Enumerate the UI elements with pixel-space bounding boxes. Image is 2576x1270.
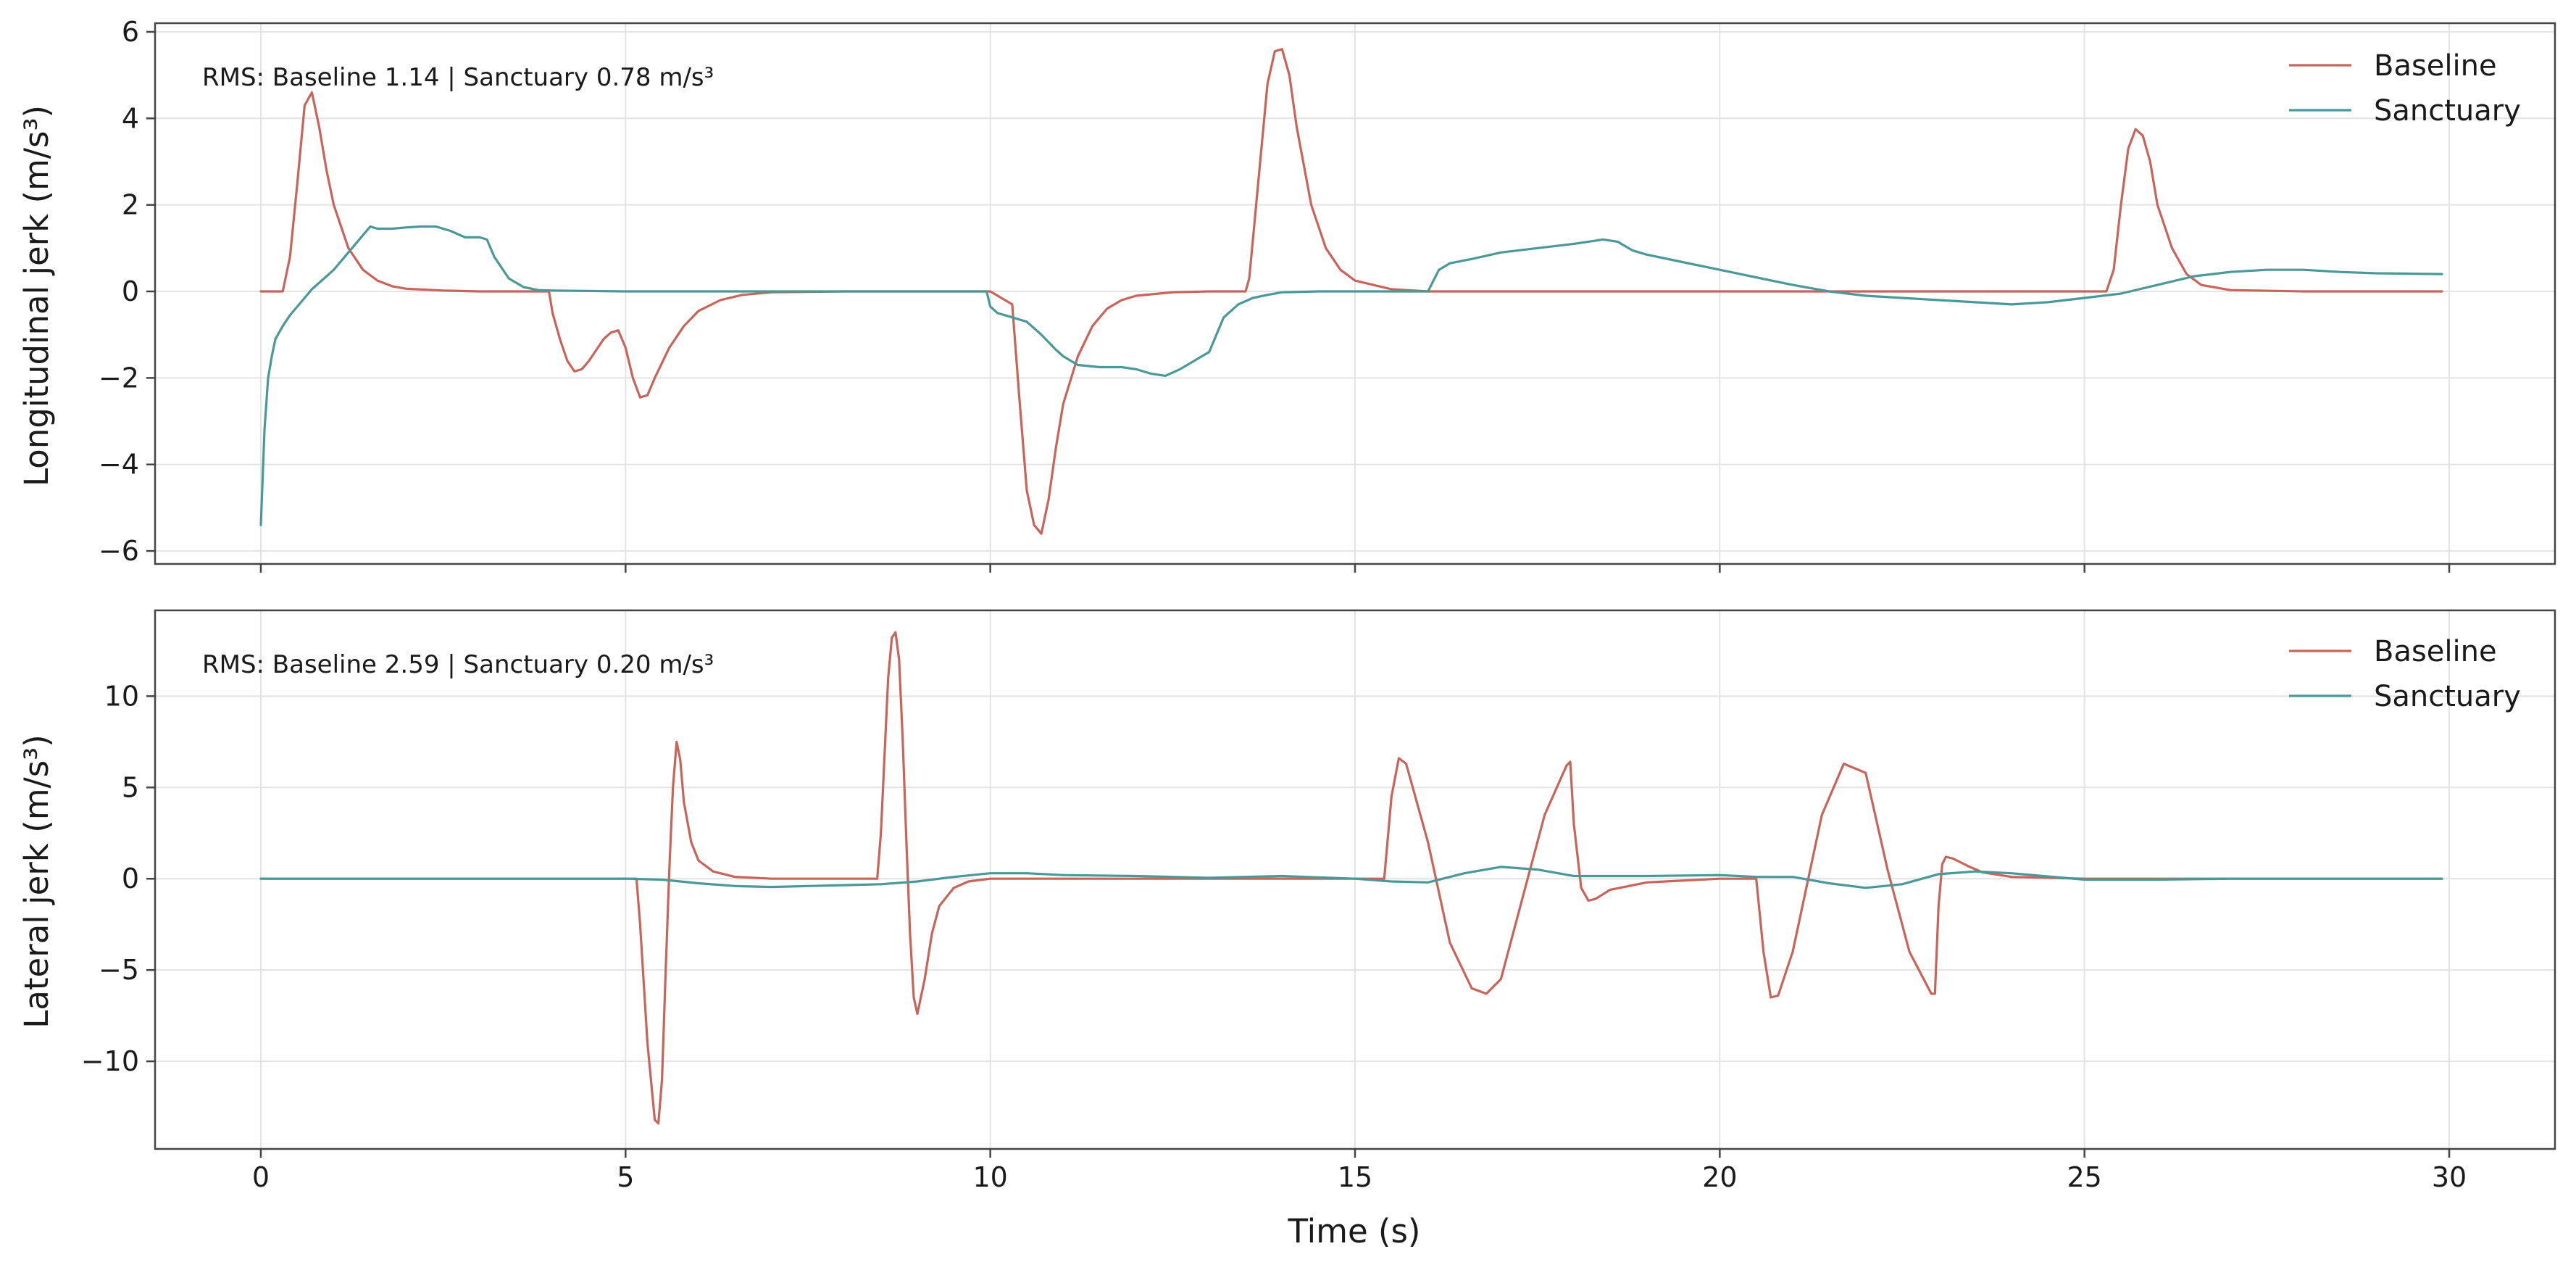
longitudinal-y-axis-label: Longitudinal jerk (m/s³) [17, 105, 56, 486]
lateral-series-sanctuary-line [259, 866, 2443, 889]
longitudinal-y-tick-label: 2 [122, 189, 139, 221]
longitudinal-y-tick-label: −6 [99, 535, 139, 567]
x-tick-label: 30 [2432, 1161, 2467, 1193]
x-tick-label: 15 [1338, 1161, 1372, 1193]
longitudinal-jerk-panel: Longitudinal jerk (m/s³) RMS: Baseline 1… [17, 16, 2556, 573]
longitudinal-series-baseline-line [259, 48, 2443, 535]
longitudinal-y-tick-label: 4 [122, 102, 139, 134]
lateral-y-axis-label: Lateral jerk (m/s³) [17, 734, 56, 1029]
longitudinal-y-tick-label: −4 [99, 449, 139, 481]
longitudinal-legend-label-sanctuary: Sanctuary [2374, 94, 2521, 128]
x-axis-label: Time (s) [1288, 1212, 1421, 1250]
longitudinal-y-tick-label: 0 [122, 275, 139, 307]
longitudinal-y-tick-label: 6 [122, 16, 139, 48]
lateral-y-tick-label: 0 [122, 863, 139, 895]
longitudinal-series-sanctuary-line [259, 225, 2443, 526]
lateral-series-baseline-line [259, 631, 2443, 1125]
lateral-grid [155, 610, 2555, 1149]
lateral-rms-annotation: RMS: Baseline 2.59 | Sanctuary 0.20 m/s³ [202, 650, 714, 679]
lateral-legend-label-baseline: Baseline [2374, 635, 2497, 668]
x-tick-label: 5 [617, 1161, 634, 1193]
longitudinal-y-tick-label: −2 [99, 362, 139, 394]
lateral-legend-label-sanctuary: Sanctuary [2374, 680, 2521, 713]
x-tick-label: 25 [2067, 1161, 2102, 1193]
lateral-y-tick-label: 5 [122, 771, 139, 803]
longitudinal-legend-label-baseline: Baseline [2374, 49, 2497, 83]
lateral-y-tick-label: −5 [99, 954, 139, 986]
lateral-y-tick-label: 10 [104, 680, 139, 712]
x-tick-label: 0 [252, 1161, 270, 1193]
x-tick-label: 20 [1702, 1161, 1737, 1193]
lateral-jerk-panel: Lateral jerk (m/s³) RMS: Baseline 2.59 |… [17, 609, 2556, 1193]
x-tick-label: 10 [972, 1161, 1007, 1193]
longitudinal-rms-annotation: RMS: Baseline 1.14 | Sanctuary 0.78 m/s³ [202, 63, 714, 92]
lateral-y-tick-label: −10 [81, 1045, 139, 1077]
